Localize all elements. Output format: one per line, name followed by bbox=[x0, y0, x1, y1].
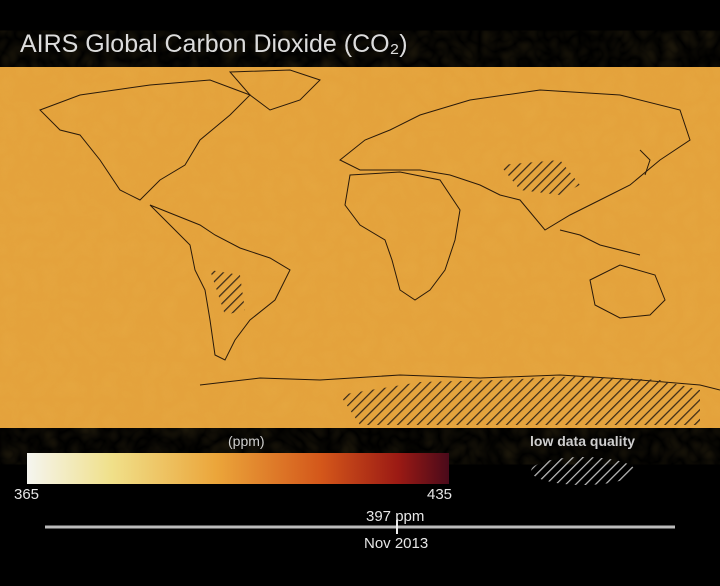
legend-label: low data quality bbox=[530, 433, 636, 449]
colorbar bbox=[27, 453, 449, 484]
coastlines bbox=[39, 69, 720, 391]
readout: 397 ppm bbox=[366, 508, 425, 525]
map-texture bbox=[0, 67, 720, 428]
colorbar-unit: (ppm) bbox=[228, 433, 265, 449]
colorbar-max: 435 bbox=[427, 486, 453, 503]
date: Nov 2013 bbox=[364, 535, 429, 552]
low-quality-region bbox=[210, 270, 245, 315]
legend-swatch bbox=[531, 457, 635, 485]
colorbar-min: 365 bbox=[14, 486, 40, 503]
low-quality-region bbox=[340, 376, 700, 425]
low-quality-region bbox=[500, 160, 580, 195]
title: AIRS Global Carbon Dioxide (CO₂) bbox=[20, 30, 408, 58]
